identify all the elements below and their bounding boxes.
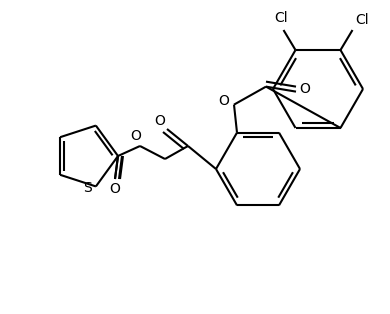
Text: S: S (83, 181, 92, 195)
Text: Cl: Cl (275, 11, 288, 25)
Text: O: O (110, 182, 121, 196)
Text: O: O (131, 129, 142, 143)
Text: O: O (218, 94, 229, 108)
Text: O: O (300, 82, 310, 96)
Text: Cl: Cl (356, 13, 369, 27)
Text: O: O (154, 114, 165, 128)
